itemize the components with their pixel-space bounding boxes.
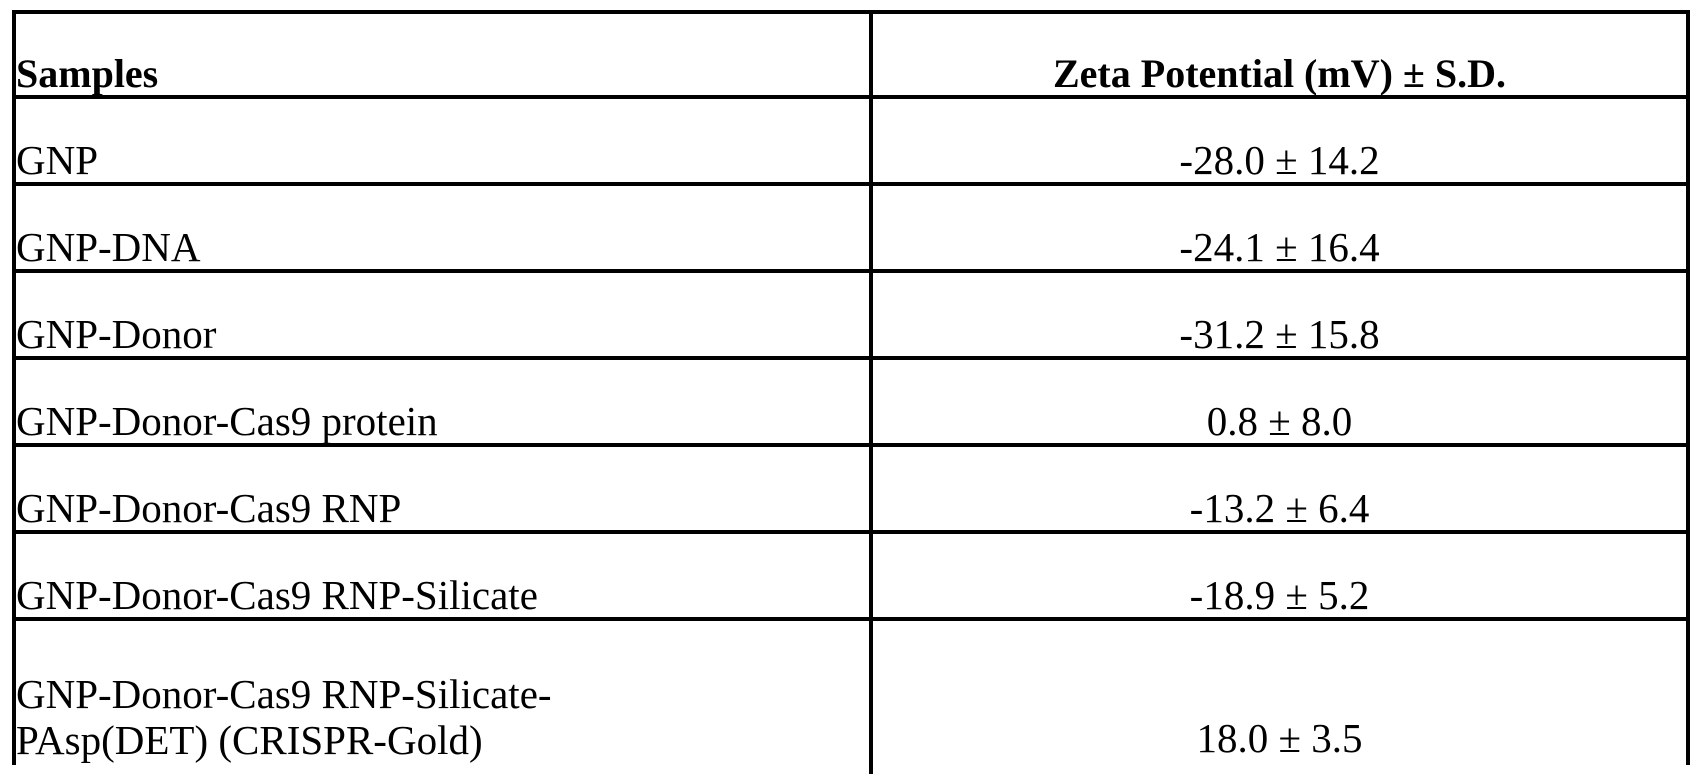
cell-zeta-potential-value: 18.0 ± 3.5: [871, 619, 1686, 774]
cell-sample-name: GNP-Donor-Cas9 RNP: [16, 445, 871, 532]
table-row: GNP-Donor-Cas9 RNP-Silicate-18.9 ± 5.2: [16, 532, 1686, 619]
table-header-row: SamplesZeta Potential (mV) ± S.D.: [16, 14, 1686, 97]
cell-sample-name: GNP-Donor-Cas9 RNP-Silicate-PAsp(DET) (C…: [16, 619, 871, 774]
cell-zeta-potential-value: -13.2 ± 6.4: [871, 445, 1686, 532]
table-row: GNP-Donor-Cas9 protein0.8 ± 8.0: [16, 358, 1686, 445]
cell-sample-line-2: PAsp(DET) (CRISPR-Gold): [16, 718, 869, 764]
zeta-potential-table-container: SamplesZeta Potential (mV) ± S.D.GNP-28.…: [12, 10, 1690, 765]
table-body: SamplesZeta Potential (mV) ± S.D.GNP-28.…: [16, 14, 1686, 774]
cell-sample-name: GNP-Donor: [16, 271, 871, 358]
cell-zeta-potential-value: -28.0 ± 14.2: [871, 97, 1686, 184]
cell-sample-name: GNP-Donor-Cas9 RNP-Silicate: [16, 532, 871, 619]
table-row: GNP-DNA-24.1 ± 16.4: [16, 184, 1686, 271]
cell-sample-name: GNP: [16, 97, 871, 184]
table-row: GNP-Donor-Cas9 RNP-Silicate-PAsp(DET) (C…: [16, 619, 1686, 774]
column-header-zeta-potential: Zeta Potential (mV) ± S.D.: [871, 14, 1686, 97]
cell-sample-name: GNP-DNA: [16, 184, 871, 271]
zeta-potential-table: SamplesZeta Potential (mV) ± S.D.GNP-28.…: [16, 14, 1686, 774]
cell-zeta-potential-value: -24.1 ± 16.4: [871, 184, 1686, 271]
cell-zeta-potential-value: -31.2 ± 15.8: [871, 271, 1686, 358]
table-row: GNP-Donor-Cas9 RNP-13.2 ± 6.4: [16, 445, 1686, 532]
table-row: GNP-28.0 ± 14.2: [16, 97, 1686, 184]
cell-sample-line-1: GNP-Donor-Cas9 RNP-Silicate-: [16, 672, 869, 718]
cell-sample-name: GNP-Donor-Cas9 protein: [16, 358, 871, 445]
cell-zeta-potential-value: -18.9 ± 5.2: [871, 532, 1686, 619]
cell-zeta-potential-value: 0.8 ± 8.0: [871, 358, 1686, 445]
column-header-samples: Samples: [16, 14, 871, 97]
table-row: GNP-Donor-31.2 ± 15.8: [16, 271, 1686, 358]
